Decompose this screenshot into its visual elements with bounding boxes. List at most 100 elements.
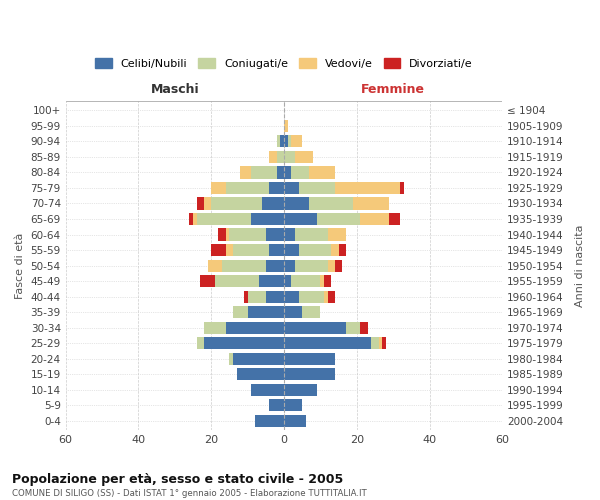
Bar <box>226 182 269 194</box>
Bar <box>197 198 204 209</box>
Bar <box>338 244 346 256</box>
Bar <box>284 415 306 427</box>
Bar <box>284 306 302 318</box>
Bar <box>241 166 251 178</box>
Bar <box>211 182 226 194</box>
Bar <box>291 136 302 147</box>
Bar <box>244 290 248 302</box>
Bar <box>197 337 204 349</box>
Bar <box>211 244 226 256</box>
Bar <box>400 182 404 194</box>
Bar <box>277 166 284 178</box>
Bar <box>284 198 310 209</box>
Bar <box>291 166 310 178</box>
Bar <box>284 337 371 349</box>
Bar <box>193 213 197 225</box>
Bar <box>226 322 284 334</box>
Bar <box>310 198 353 209</box>
Bar <box>269 244 284 256</box>
Bar <box>218 228 226 240</box>
Bar <box>251 166 277 178</box>
Bar <box>379 337 382 349</box>
Bar <box>248 290 266 302</box>
Bar <box>215 275 259 287</box>
Bar <box>310 166 335 178</box>
Bar <box>284 151 295 163</box>
Bar <box>277 151 284 163</box>
Bar <box>302 306 320 318</box>
Y-axis label: Anni di nascita: Anni di nascita <box>575 224 585 307</box>
Bar <box>269 399 284 411</box>
Bar <box>284 352 335 365</box>
Bar <box>284 368 335 380</box>
Bar <box>248 306 284 318</box>
Bar <box>284 244 299 256</box>
Bar <box>317 213 361 225</box>
Bar <box>266 290 284 302</box>
Bar <box>328 228 346 240</box>
Bar <box>361 213 389 225</box>
Bar <box>335 260 342 272</box>
Bar <box>291 275 320 287</box>
Bar <box>229 228 266 240</box>
Bar <box>277 136 280 147</box>
Bar <box>233 352 284 365</box>
Bar <box>233 244 269 256</box>
Bar <box>236 368 284 380</box>
Bar <box>324 290 328 302</box>
Bar <box>269 182 284 194</box>
Bar <box>222 260 266 272</box>
Bar <box>371 337 379 349</box>
Bar <box>295 260 328 272</box>
Text: COMUNE DI SILIGO (SS) - Dati ISTAT 1° gennaio 2005 - Elaborazione TUTTITALIA.IT: COMUNE DI SILIGO (SS) - Dati ISTAT 1° ge… <box>12 489 367 498</box>
Bar <box>229 352 233 365</box>
Bar <box>211 198 262 209</box>
Bar <box>295 228 328 240</box>
Bar <box>255 415 284 427</box>
Bar <box>259 275 284 287</box>
Bar <box>262 198 284 209</box>
Text: Femmine: Femmine <box>361 84 425 96</box>
Bar <box>328 260 335 272</box>
Bar <box>266 260 284 272</box>
Bar <box>266 228 284 240</box>
Bar <box>287 136 291 147</box>
Bar <box>251 384 284 396</box>
Bar <box>299 182 335 194</box>
Bar <box>204 337 284 349</box>
Bar <box>299 290 324 302</box>
Bar <box>331 244 338 256</box>
Bar <box>190 213 193 225</box>
Bar <box>204 322 226 334</box>
Bar <box>346 322 361 334</box>
Bar <box>197 213 251 225</box>
Bar <box>284 399 302 411</box>
Bar <box>208 260 222 272</box>
Bar <box>280 136 284 147</box>
Bar <box>284 290 299 302</box>
Bar <box>335 182 400 194</box>
Bar <box>324 275 331 287</box>
Bar <box>204 198 211 209</box>
Legend: Celibi/Nubili, Coniugati/e, Vedovi/e, Divorziati/e: Celibi/Nubili, Coniugati/e, Vedovi/e, Di… <box>91 54 477 74</box>
Bar <box>295 151 313 163</box>
Bar <box>299 244 331 256</box>
Bar <box>284 120 287 132</box>
Bar <box>361 322 368 334</box>
Bar <box>284 384 317 396</box>
Bar <box>200 275 215 287</box>
Bar <box>284 228 295 240</box>
Bar <box>382 337 386 349</box>
Bar <box>284 182 299 194</box>
Bar <box>284 260 295 272</box>
Bar <box>389 213 400 225</box>
Bar <box>284 166 291 178</box>
Y-axis label: Fasce di età: Fasce di età <box>15 232 25 299</box>
Bar <box>226 244 233 256</box>
Bar <box>269 151 277 163</box>
Bar <box>284 275 291 287</box>
Bar <box>353 198 389 209</box>
Text: Maschi: Maschi <box>151 84 199 96</box>
Bar <box>328 290 335 302</box>
Bar <box>251 213 284 225</box>
